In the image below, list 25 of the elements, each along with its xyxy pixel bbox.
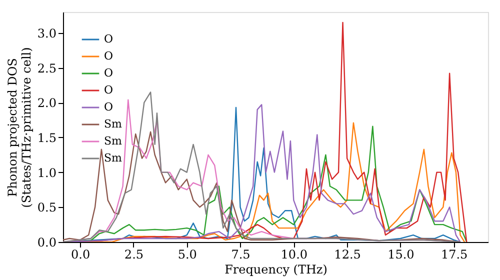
legend-label: Sm — [104, 152, 123, 164]
legend-label: Sm — [104, 118, 123, 130]
x-tick-label: 7.5 — [231, 248, 250, 262]
y-tick-label: 3.0 — [37, 26, 56, 40]
legend-label: O — [104, 84, 114, 96]
legend-label: O — [104, 100, 114, 114]
x-axis-title: Frequency (THz) — [224, 262, 328, 276]
x-tick-label: 15.0 — [388, 248, 414, 262]
legend-label: O — [104, 32, 114, 46]
y-tick-label: 2.0 — [37, 96, 56, 110]
x-tick-label: 0.0 — [71, 248, 90, 262]
x-tick-label: 5.0 — [178, 248, 197, 262]
legend-label: Sm — [104, 134, 123, 148]
x-tick-label: 10.0 — [280, 248, 308, 262]
x-tick-label: 2.5 — [124, 248, 144, 262]
y-tick-label: 2.5 — [37, 61, 56, 76]
legend-label: O — [104, 66, 114, 80]
legend-label: O — [104, 50, 114, 62]
y-tick-label: 1.5 — [37, 130, 56, 145]
y-tick-label: 0.5 — [37, 200, 56, 215]
y-axis-title: Phonon projected DOS (States/THz·primitive cell) — [5, 47, 34, 208]
y-tick-label: 1.0 — [37, 166, 56, 180]
x-tick-label: 12.5 — [334, 248, 361, 262]
x-tick-label: 17.5 — [440, 248, 468, 262]
y-tick-label: 0.0 — [37, 236, 56, 250]
